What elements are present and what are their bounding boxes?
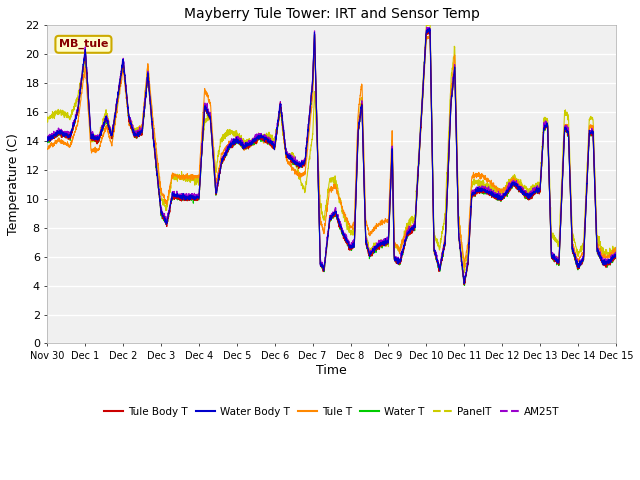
X-axis label: Time: Time [316,364,347,377]
Legend: Tule Body T, Water Body T, Tule T, Water T, PanelT, AM25T: Tule Body T, Water Body T, Tule T, Water… [100,403,563,421]
Y-axis label: Temperature (C): Temperature (C) [7,133,20,235]
Title: Mayberry Tule Tower: IRT and Sensor Temp: Mayberry Tule Tower: IRT and Sensor Temp [184,7,479,21]
Text: MB_tule: MB_tule [59,39,108,49]
